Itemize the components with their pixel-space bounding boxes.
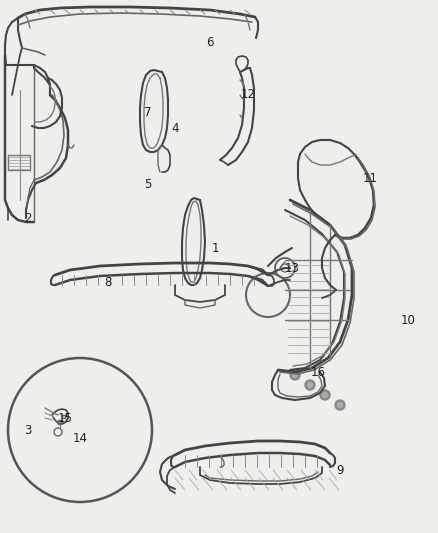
Text: 5: 5 bbox=[144, 179, 152, 191]
Text: 7: 7 bbox=[144, 107, 152, 119]
Text: 9: 9 bbox=[336, 464, 344, 477]
Circle shape bbox=[307, 382, 313, 388]
Text: 6: 6 bbox=[206, 36, 214, 49]
Text: 15: 15 bbox=[57, 411, 72, 424]
Circle shape bbox=[290, 370, 300, 380]
Text: 11: 11 bbox=[363, 172, 378, 184]
Circle shape bbox=[335, 400, 345, 410]
Text: 3: 3 bbox=[25, 424, 32, 437]
Circle shape bbox=[320, 390, 330, 400]
Text: 12: 12 bbox=[240, 88, 255, 101]
Text: 4: 4 bbox=[171, 122, 179, 134]
Text: 16: 16 bbox=[311, 366, 325, 378]
Text: 13: 13 bbox=[285, 262, 300, 274]
Circle shape bbox=[322, 392, 328, 398]
Text: 8: 8 bbox=[104, 276, 112, 288]
Text: 2: 2 bbox=[24, 212, 32, 224]
Circle shape bbox=[337, 402, 343, 408]
Circle shape bbox=[305, 380, 315, 390]
Text: 14: 14 bbox=[73, 432, 88, 445]
Text: 1: 1 bbox=[211, 241, 219, 254]
Text: 10: 10 bbox=[401, 313, 415, 327]
Circle shape bbox=[292, 372, 298, 378]
